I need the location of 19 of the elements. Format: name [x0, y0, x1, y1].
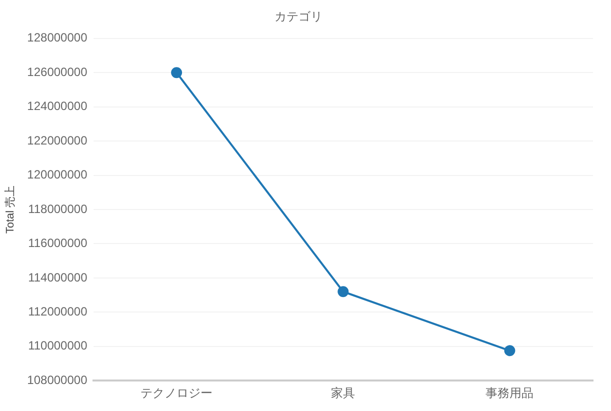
chart-title: カテゴリ [274, 10, 322, 24]
x-tick-label: 家具 [331, 386, 356, 400]
point [171, 67, 182, 78]
point [504, 345, 516, 356]
y-tick-label: 108000000 [27, 372, 88, 387]
y-tick-label: 110000000 [28, 338, 88, 353]
y-tick-label: 124000000 [27, 99, 88, 114]
y-tick-label: 122000000 [27, 133, 88, 148]
y-tick-label: 120000000 [27, 168, 88, 182]
x-tick-label: 事務用品 [486, 386, 534, 400]
y-tick-label: 118000000 [28, 202, 88, 216]
y-tick-label: 116000000 [28, 236, 88, 250]
y-tick-label: 126000000 [27, 64, 88, 79]
y-tick-label: 128000000 [27, 30, 88, 45]
x-tick-label: テクノロジー [140, 386, 213, 400]
y-tick-label: 114000000 [28, 270, 88, 284]
y-tick-label: 112000000 [28, 304, 88, 318]
y-axis-title: Total 売上 [4, 185, 17, 234]
point [338, 286, 349, 298]
